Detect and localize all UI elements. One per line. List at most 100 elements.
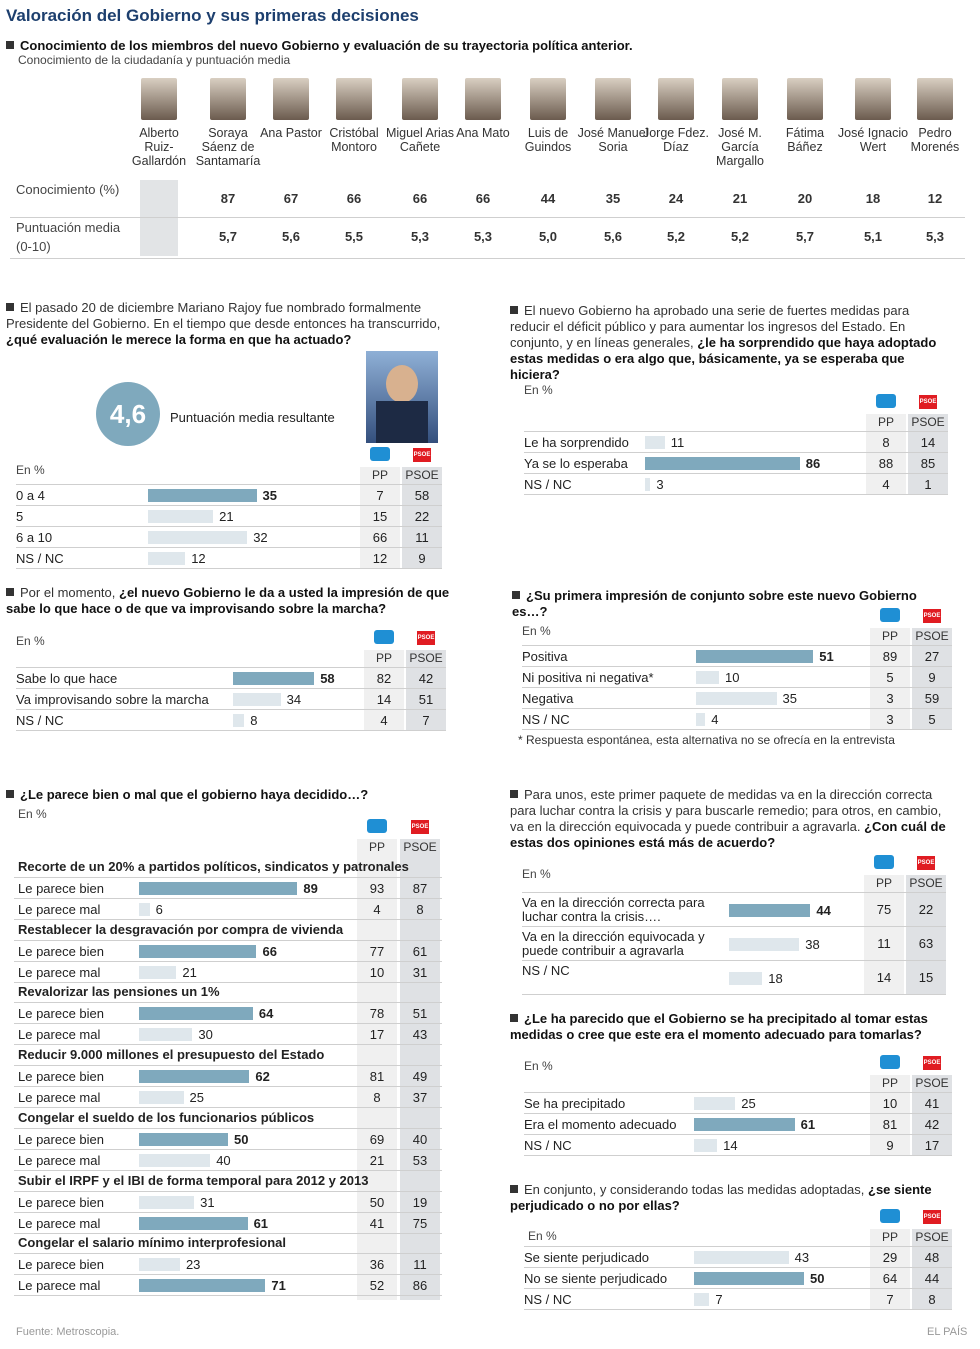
pp-value: 75 <box>876 902 892 917</box>
row-label: Le parece mal <box>18 1152 101 1168</box>
pp-value: 10 <box>369 964 385 980</box>
pp-header: PP <box>877 415 894 429</box>
psoe-value: 22 <box>414 509 430 524</box>
psoe-column <box>400 839 440 1300</box>
psoe-value: 5 <box>928 712 936 727</box>
row-line <box>16 547 442 548</box>
bar-value: 14 <box>723 1138 738 1153</box>
page-title: Valoración del Gobierno y sus primeras d… <box>6 6 419 25</box>
minister-photo <box>595 78 631 120</box>
psoe-logo: PSOE <box>413 448 431 462</box>
psoe-header: PSOE <box>909 876 943 890</box>
bar-value: 32 <box>253 530 268 545</box>
bar <box>139 1279 266 1293</box>
row-line <box>524 494 948 495</box>
row-label: Le parece bien <box>18 1257 105 1273</box>
row-label: Le parece mal <box>18 1278 101 1294</box>
unit: En % <box>522 867 551 881</box>
bar <box>148 510 214 523</box>
psoe-value: 1 <box>924 477 932 492</box>
bar <box>729 937 800 951</box>
bar <box>645 436 665 449</box>
bar-value: 61 <box>800 1117 816 1132</box>
row-line <box>522 687 952 688</box>
row-line <box>14 1274 442 1276</box>
pp-header: PP <box>371 468 388 482</box>
row-line <box>14 898 442 899</box>
minister-score: 5,0 <box>538 229 558 244</box>
minister-score: 5,6 <box>603 229 623 244</box>
psoe-value: 61 <box>412 943 428 959</box>
minister-photo <box>210 78 246 120</box>
pp-header: PP <box>375 651 392 665</box>
bar-value: 66 <box>262 943 277 959</box>
row-label: Le parece mal <box>18 1090 101 1106</box>
pp-value: 81 <box>369 1069 385 1085</box>
row-line <box>16 568 442 569</box>
psoe-header: PSOE <box>915 629 949 643</box>
group-title: Reducir 9.000 millones el presupuesto de… <box>18 1047 325 1063</box>
minister-score: 5,2 <box>730 229 750 244</box>
bar-value: 35 <box>262 488 277 503</box>
psoe-value: 58 <box>414 488 430 503</box>
pp-value: 9 <box>886 1138 894 1153</box>
psoe-column <box>912 1075 952 1156</box>
psoe-value: 59 <box>924 691 940 706</box>
pp-column <box>870 1075 910 1156</box>
bar-value: 62 <box>255 1069 270 1085</box>
bar <box>139 903 150 916</box>
bar-value: 44 <box>816 902 831 918</box>
psoe-header: PSOE <box>915 1230 949 1244</box>
psoe-value: 41 <box>924 1096 940 1111</box>
row-label: Se ha precipitado <box>524 1096 626 1111</box>
minister-score: 5,3 <box>410 229 430 244</box>
bar <box>694 1118 795 1131</box>
unit: En % <box>16 463 45 477</box>
row-label: Le parece bien <box>18 1131 105 1147</box>
pp-value: 89 <box>882 649 898 664</box>
brand: EL PAÍS <box>927 1326 968 1338</box>
minister-know: 87 <box>220 191 236 206</box>
pp-value: 50 <box>369 1194 385 1210</box>
unit: En % <box>524 383 553 397</box>
row-line <box>524 1113 952 1114</box>
row-line <box>524 452 948 453</box>
minister-know: 66 <box>412 191 428 206</box>
bar <box>139 1091 184 1105</box>
bar <box>233 672 315 685</box>
pp-value: 52 <box>369 1278 385 1294</box>
bar-value: 50 <box>810 1271 825 1286</box>
pp-logo <box>370 447 390 461</box>
row-label: Le parece mal <box>18 902 101 917</box>
bar-value: 21 <box>219 509 234 524</box>
bar <box>696 692 777 705</box>
row-label: NS / NC <box>524 1138 572 1153</box>
bar-value: 21 <box>182 964 197 980</box>
minister-photo <box>722 78 758 120</box>
row-line <box>14 1002 442 1004</box>
source: Fuente: Metroscopia. <box>16 1326 120 1338</box>
unit: En % <box>524 1059 553 1073</box>
row-label: 6 a 10 <box>16 530 53 545</box>
row-label: NS / NC <box>522 712 570 727</box>
bar <box>139 1028 193 1042</box>
row-line <box>522 994 946 995</box>
psoe-header: PSOE <box>405 468 439 482</box>
psoe-logo: PSOE <box>411 820 429 834</box>
bar-value: 3 <box>656 477 664 492</box>
minister-name: Miguel Arias Cañete <box>385 126 455 154</box>
bar <box>694 1293 710 1306</box>
pp-value: 29 <box>882 1250 898 1265</box>
pp-value: 11 <box>877 936 891 951</box>
psoe-value: 8 <box>928 1292 936 1307</box>
bar <box>233 693 281 706</box>
pp-value: 77 <box>369 943 385 959</box>
group-title: Congelar el salario mínimo interprofesio… <box>18 1235 287 1251</box>
s3-question: El nuevo Gobierno ha aprobado una serie … <box>510 303 937 382</box>
psoe-header: PSOE <box>911 415 945 429</box>
bar-value: 6 <box>155 902 163 917</box>
bar <box>645 457 800 470</box>
header-line <box>524 1092 952 1093</box>
minister-photo <box>141 78 177 120</box>
row-label: NS / NC <box>524 1292 572 1307</box>
